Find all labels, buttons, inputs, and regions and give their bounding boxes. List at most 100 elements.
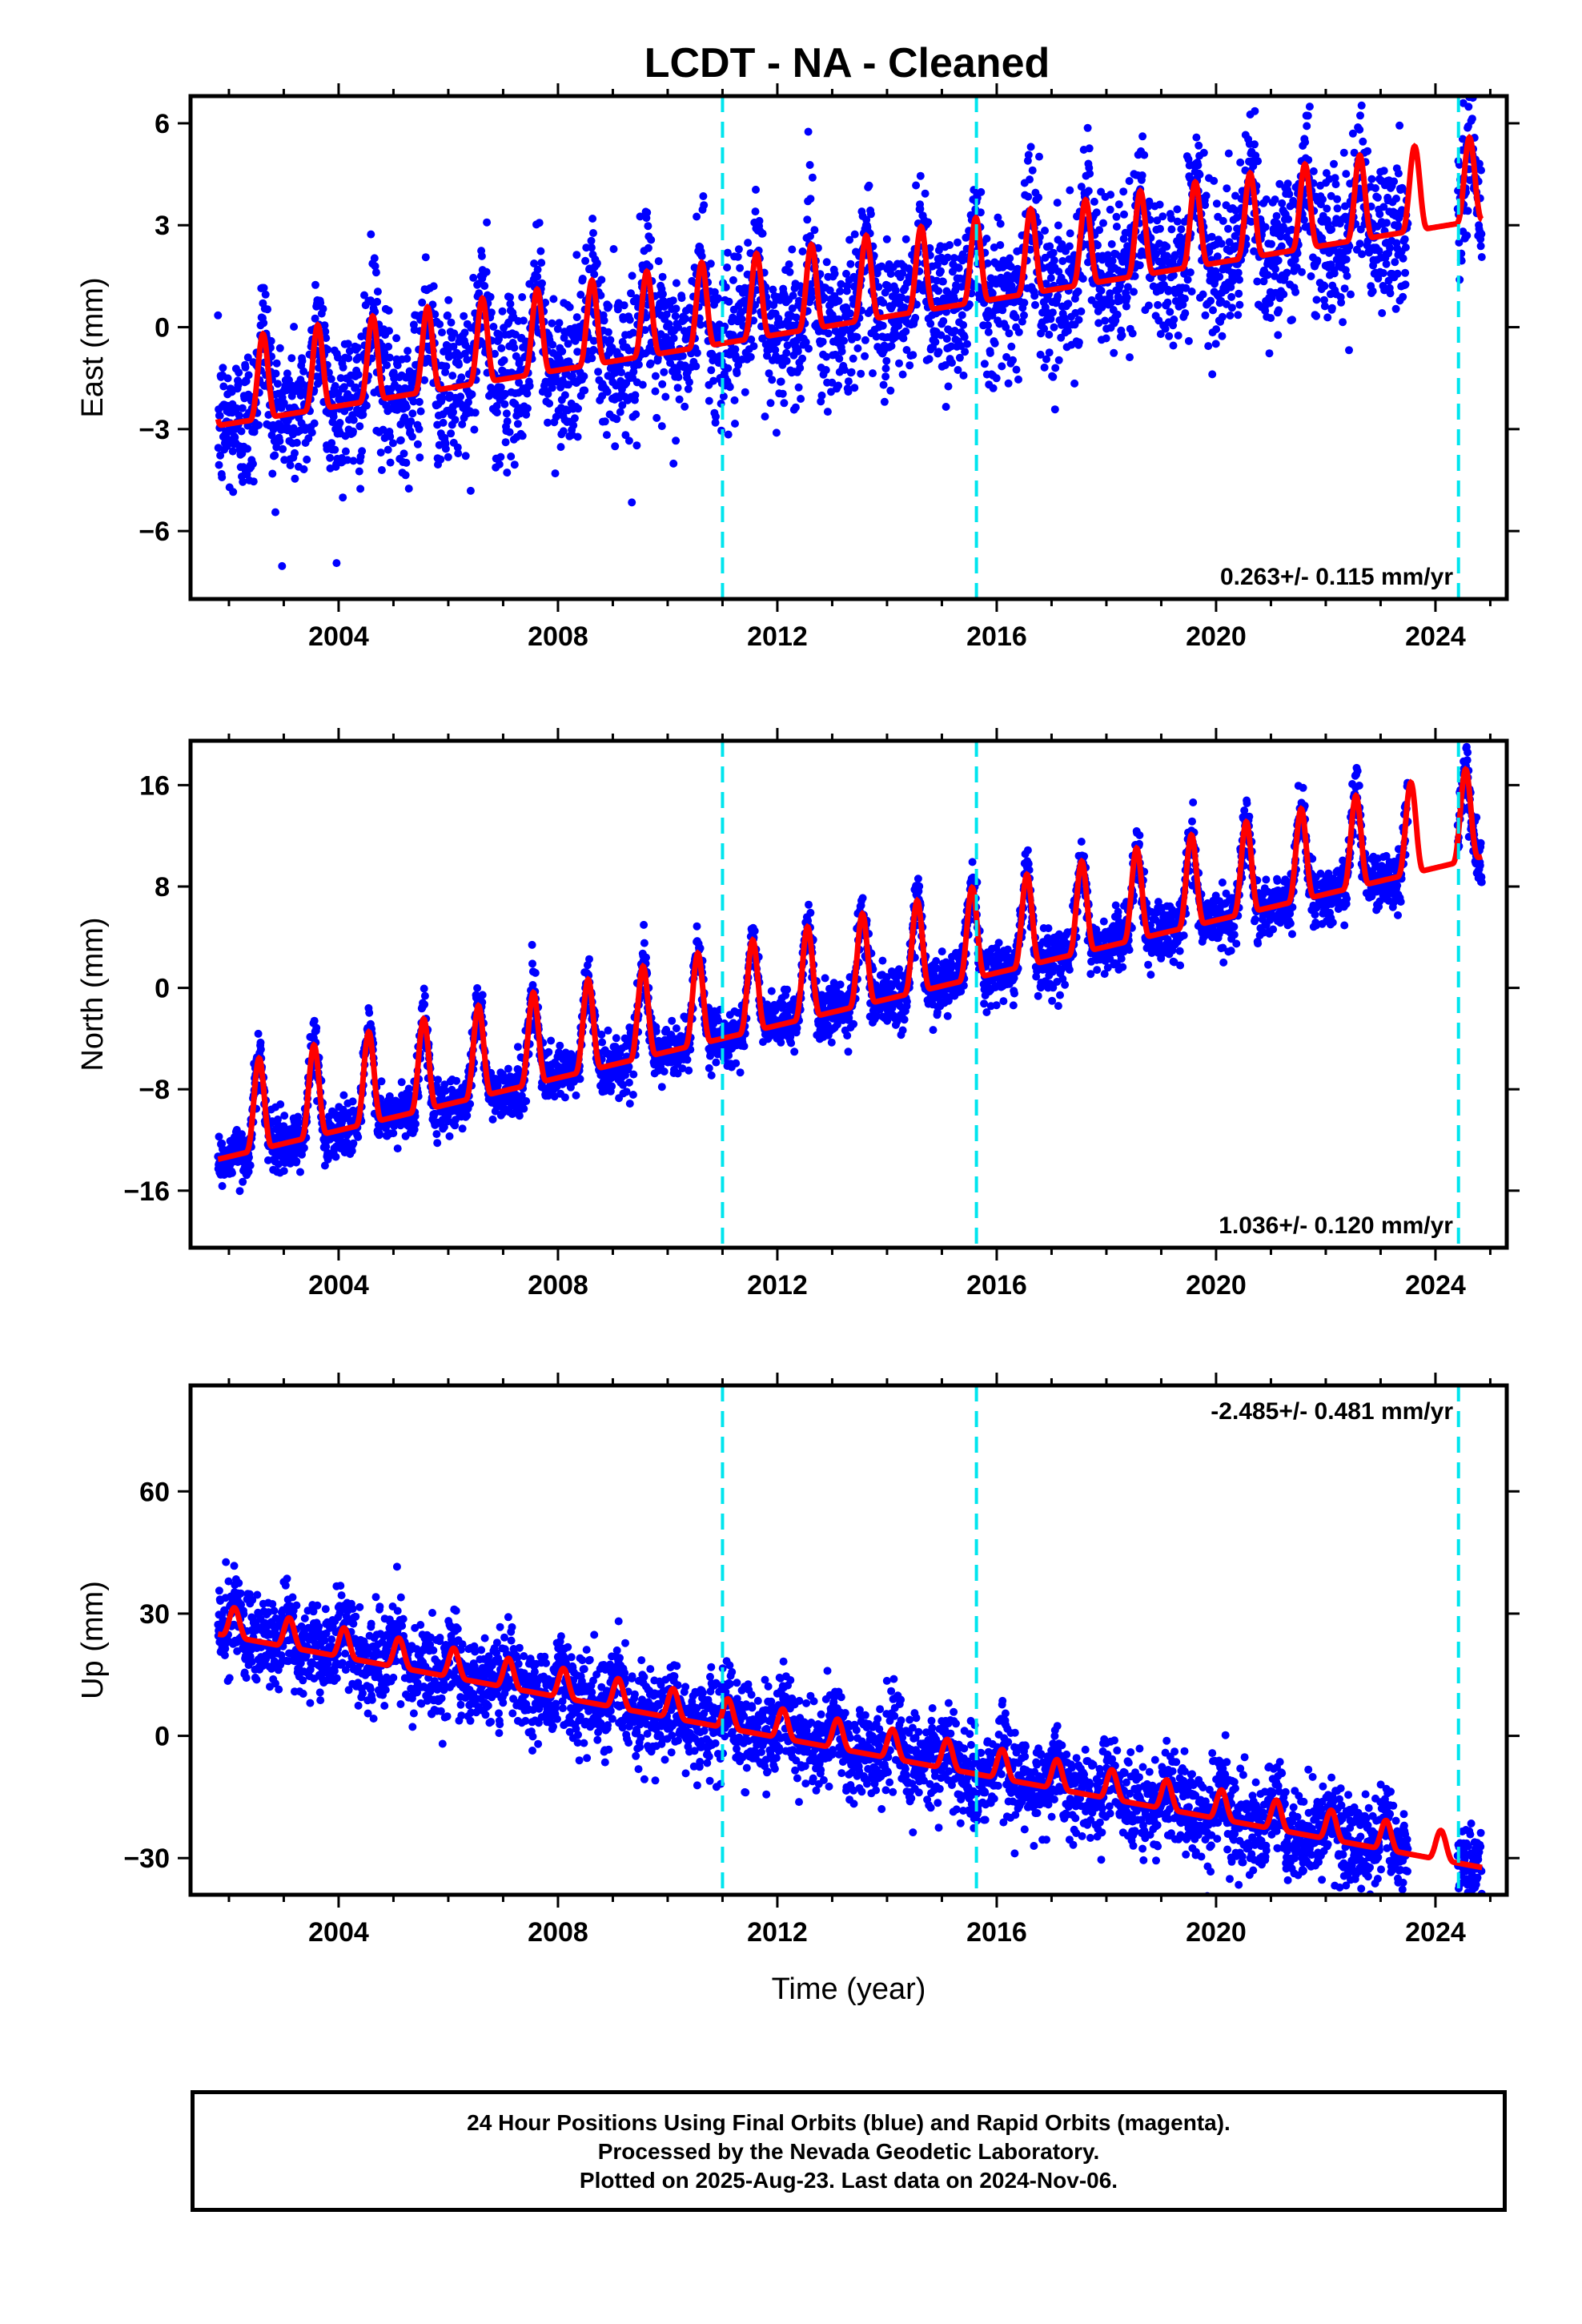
data-point bbox=[1084, 187, 1093, 195]
data-point bbox=[1234, 268, 1243, 277]
data-point bbox=[447, 429, 456, 438]
data-point bbox=[503, 468, 512, 477]
data-point bbox=[447, 318, 456, 327]
data-point bbox=[771, 346, 780, 354]
data-point bbox=[434, 1076, 442, 1084]
data-point bbox=[1267, 239, 1275, 248]
data-point bbox=[357, 332, 366, 341]
data-point bbox=[874, 283, 883, 292]
data-point bbox=[1101, 316, 1110, 325]
data-point bbox=[958, 256, 967, 265]
data-point bbox=[921, 189, 930, 198]
data-point bbox=[792, 313, 801, 322]
data-point bbox=[692, 362, 701, 371]
data-point bbox=[1339, 318, 1347, 327]
data-point bbox=[1162, 243, 1171, 251]
data-point bbox=[1251, 140, 1259, 149]
data-point bbox=[319, 304, 327, 313]
data-point bbox=[229, 488, 238, 497]
data-point bbox=[651, 372, 660, 380]
data-point bbox=[536, 247, 545, 255]
data-point bbox=[1284, 215, 1293, 223]
data-point bbox=[359, 410, 367, 419]
data-point bbox=[1283, 268, 1291, 277]
data-point bbox=[388, 439, 397, 448]
data-point bbox=[944, 382, 953, 391]
data-point bbox=[1094, 319, 1103, 328]
data-point bbox=[373, 287, 382, 296]
data-point bbox=[1477, 230, 1486, 239]
data-point bbox=[834, 296, 843, 305]
data-point bbox=[243, 353, 252, 362]
data-point bbox=[1337, 298, 1346, 307]
data-point bbox=[445, 1132, 454, 1140]
data-point bbox=[710, 287, 719, 296]
data-point bbox=[311, 314, 319, 323]
data-point bbox=[275, 436, 284, 445]
data-point bbox=[1386, 243, 1395, 252]
data-point bbox=[724, 364, 733, 372]
data-point bbox=[830, 269, 839, 278]
data-point bbox=[497, 344, 506, 352]
data-point bbox=[239, 477, 247, 486]
data-point bbox=[545, 399, 554, 408]
data-point bbox=[1040, 363, 1049, 372]
data-point bbox=[778, 389, 787, 398]
data-point bbox=[271, 451, 279, 460]
data-point bbox=[1058, 257, 1067, 265]
data-point bbox=[1224, 149, 1233, 158]
data-point bbox=[1194, 161, 1203, 170]
data-point bbox=[416, 407, 425, 416]
data-point bbox=[788, 304, 797, 313]
data-point bbox=[559, 427, 568, 436]
data-point bbox=[712, 412, 720, 421]
data-point bbox=[1468, 115, 1476, 123]
x-tick-label: 2012 bbox=[747, 621, 808, 652]
data-point bbox=[310, 419, 319, 428]
data-point bbox=[1217, 239, 1226, 248]
data-point bbox=[576, 291, 585, 299]
data-point bbox=[886, 386, 895, 395]
data-point bbox=[850, 384, 859, 392]
data-point bbox=[835, 354, 844, 363]
data-point bbox=[408, 409, 417, 418]
data-point bbox=[341, 447, 350, 456]
data-point bbox=[937, 331, 946, 340]
data-point bbox=[321, 328, 330, 336]
data-point bbox=[1106, 205, 1114, 214]
data-point bbox=[326, 453, 335, 462]
data-point bbox=[898, 370, 907, 379]
data-point bbox=[457, 373, 466, 382]
data-point bbox=[1011, 313, 1020, 322]
data-point bbox=[950, 296, 959, 304]
data-point bbox=[1312, 312, 1321, 320]
data-point bbox=[1146, 215, 1154, 224]
data-point bbox=[1097, 286, 1106, 295]
data-point bbox=[1177, 225, 1186, 234]
data-point bbox=[632, 410, 640, 419]
data-point bbox=[1106, 298, 1115, 307]
data-point bbox=[1014, 375, 1022, 384]
data-point bbox=[693, 348, 701, 357]
data-point bbox=[453, 443, 462, 452]
data-point bbox=[1182, 283, 1191, 292]
data-point bbox=[1026, 143, 1035, 151]
data-point bbox=[658, 272, 667, 281]
data-point bbox=[555, 319, 564, 328]
data-point bbox=[1024, 192, 1033, 201]
data-point bbox=[239, 1177, 247, 1186]
data-point bbox=[505, 428, 514, 436]
data-point bbox=[323, 345, 332, 354]
data-point bbox=[997, 273, 1006, 282]
data-point bbox=[214, 311, 223, 320]
data-point bbox=[1138, 132, 1147, 141]
data-point bbox=[1049, 248, 1058, 257]
data-point bbox=[588, 354, 596, 363]
data-point bbox=[1195, 141, 1203, 150]
data-point bbox=[780, 399, 789, 408]
data-point bbox=[1118, 331, 1126, 340]
data-point bbox=[496, 452, 505, 461]
data-point bbox=[215, 412, 224, 420]
data-point bbox=[980, 360, 989, 368]
data-point bbox=[415, 424, 424, 433]
